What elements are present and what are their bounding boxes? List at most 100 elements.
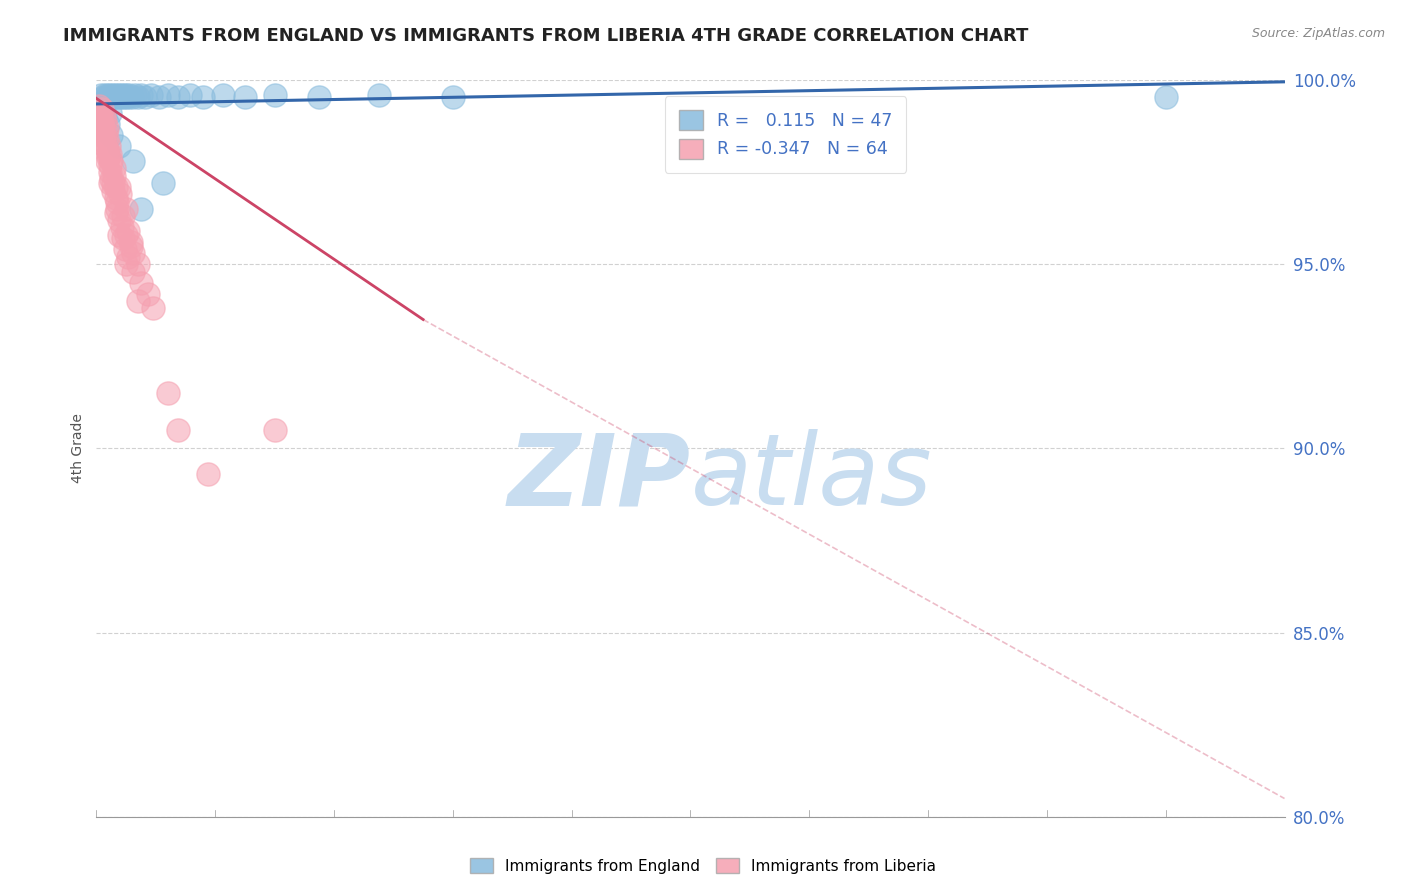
Point [263,87,285,102]
Text: Source: ZipAtlas.com: Source: ZipAtlas.com [1251,27,1385,40]
Point [120,235,142,249]
Point [98,89,121,103]
Point [93,89,115,103]
Point [108,87,131,102]
Text: atlas: atlas [690,429,932,526]
Point [89,113,111,128]
Point [156,87,179,102]
Point [122,246,145,260]
Point [98,158,121,172]
Point [103,169,125,183]
Point [93,128,115,143]
Point [179,87,201,102]
Point [1154,89,1177,103]
Point [127,294,149,309]
Point [441,89,464,103]
Text: ZIP: ZIP [508,429,690,526]
Point [134,89,156,103]
Point [94,87,117,102]
Point [94,136,117,150]
Point [263,423,285,437]
Point [96,120,118,135]
Point [103,184,125,198]
Point [94,124,117,138]
Point [104,191,127,205]
Point [97,87,120,102]
Point [233,89,256,103]
Point [308,89,330,103]
Point [98,139,121,153]
Point [105,202,128,216]
Point [124,87,146,102]
Point [122,154,145,169]
Point [98,176,121,190]
Point [90,124,112,138]
Point [118,87,141,102]
Point [107,227,129,242]
Legend: Immigrants from England, Immigrants from Liberia: Immigrants from England, Immigrants from… [464,852,942,880]
Point [120,239,142,253]
Point [129,276,152,290]
Point [100,154,122,169]
Point [112,231,135,245]
Point [115,202,138,216]
Point [117,250,139,264]
Point [90,117,112,131]
Point [91,103,114,117]
Point [96,143,118,157]
Point [94,139,117,153]
Point [167,423,190,437]
Point [105,87,128,102]
Point [122,264,145,278]
Point [211,87,233,102]
Point [112,87,135,102]
Point [93,99,115,113]
Point [110,220,132,235]
Point [90,110,112,124]
Point [117,89,139,103]
Point [107,213,129,227]
Point [367,87,389,102]
Point [107,179,129,194]
Point [107,89,129,103]
Point [115,257,138,271]
Point [193,89,215,103]
Point [90,128,112,143]
Point [127,257,149,271]
Point [93,113,115,128]
Point [108,187,131,202]
Point [91,103,114,117]
Point [100,128,122,143]
Point [103,161,125,176]
Point [98,106,121,120]
Point [167,89,190,103]
Point [101,176,124,190]
Legend: R =   0.115   N = 47, R = -0.347   N = 64: R = 0.115 N = 47, R = -0.347 N = 64 [665,96,905,172]
Point [94,110,117,124]
Point [121,89,143,103]
Point [100,172,122,186]
Point [117,224,139,238]
Point [129,202,152,216]
Point [97,146,120,161]
Point [93,110,115,124]
Point [141,87,163,102]
Point [104,89,127,103]
Point [89,106,111,120]
Point [148,89,170,103]
Point [129,87,152,102]
Point [142,301,165,316]
Point [110,89,132,103]
Point [97,150,120,164]
Point [115,227,138,242]
Point [87,99,110,113]
Point [114,243,136,257]
Point [96,154,118,169]
Point [104,205,127,219]
Point [100,87,122,102]
Point [98,146,121,161]
Point [156,386,179,401]
Point [100,165,122,179]
Point [91,113,114,128]
Point [138,286,160,301]
